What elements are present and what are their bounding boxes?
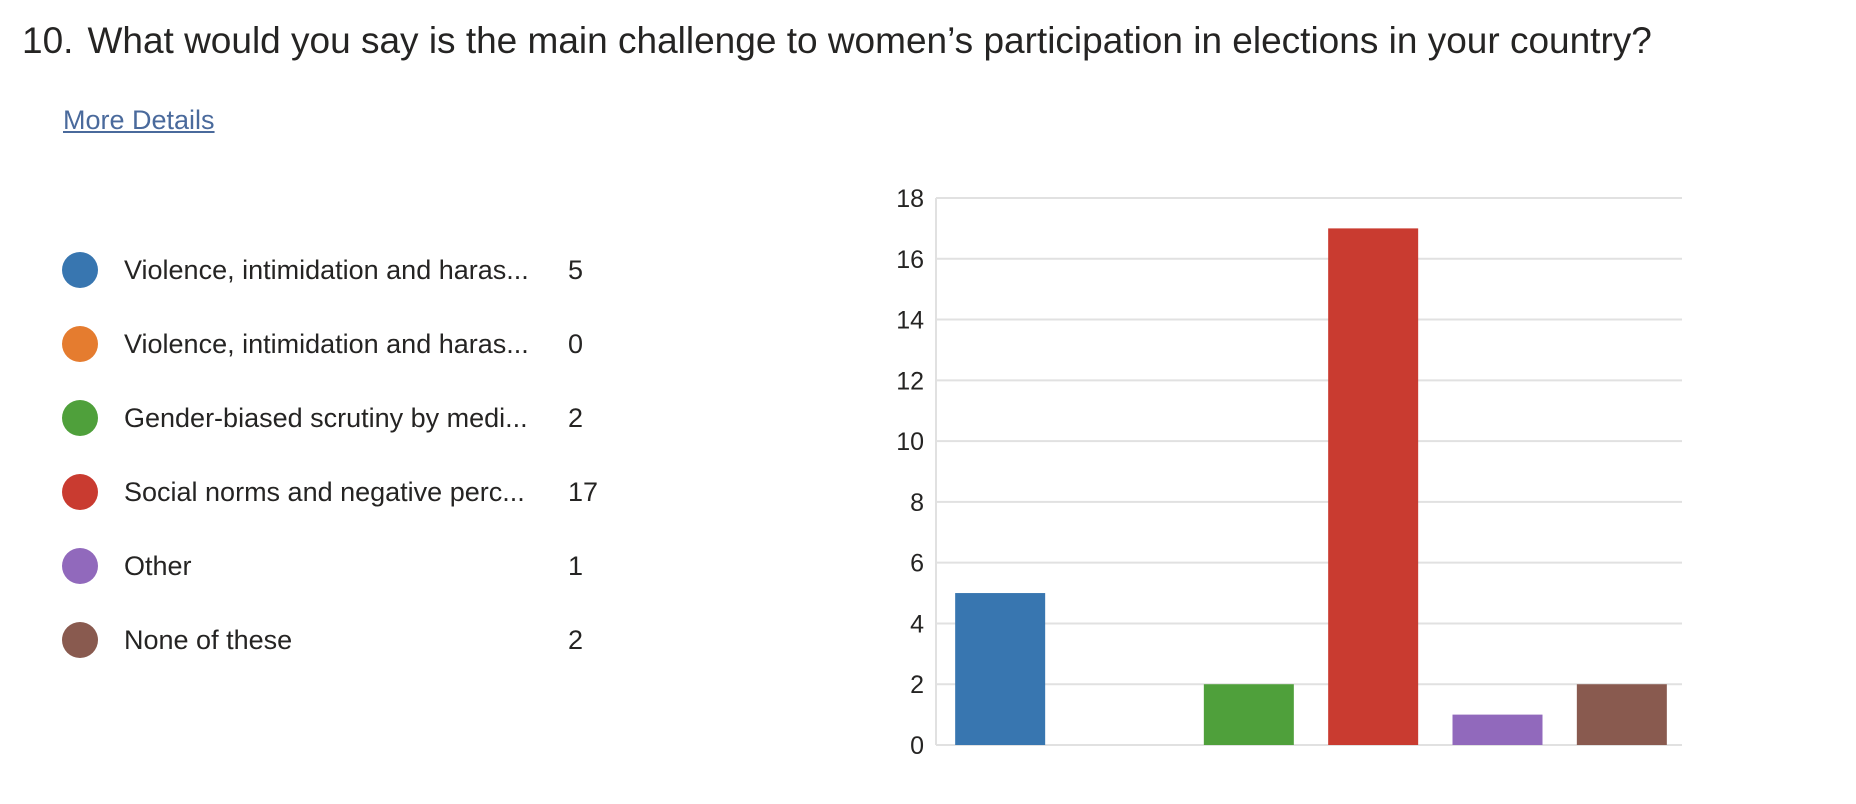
legend-item: Other 1: [62, 548, 622, 622]
legend-label: Other: [124, 551, 192, 581]
legend-item: None of these 2: [62, 622, 622, 696]
y-tick-label: 12: [896, 367, 924, 395]
legend-color-dot: [62, 548, 98, 584]
y-tick-label: 14: [896, 307, 924, 335]
legend-label: Violence, intimidation and haras...: [124, 329, 529, 359]
legend-color-dot: [62, 474, 98, 510]
legend-color-dot: [62, 326, 98, 362]
legend-count: 1: [568, 551, 584, 581]
bar[interactable]: [1203, 684, 1294, 745]
legend-item: Violence, intimidation and haras... 0: [62, 326, 622, 400]
legend-count: 2: [568, 625, 584, 655]
bar-chart: 0 2 4 6 8 10 12 14 16 18: [896, 185, 1682, 760]
legend-item: Social norms and negative perc... 17: [62, 474, 622, 548]
legend-label: Social norms and negative perc...: [124, 477, 525, 507]
y-tick-label: 4: [910, 610, 924, 638]
legend-count: 0: [568, 329, 584, 359]
question-number: 10.: [22, 20, 74, 61]
y-tick-label: 10: [896, 428, 924, 456]
y-tick-label: 0: [910, 732, 924, 760]
legend-label: None of these: [124, 625, 293, 655]
legend-count: 2: [568, 403, 584, 433]
y-tick-label: 8: [910, 489, 924, 517]
y-tick-label: 16: [896, 246, 924, 274]
more-details-link[interactable]: More Details: [63, 105, 215, 135]
legend-count: 17: [568, 477, 599, 507]
legend-color-dot: [62, 252, 98, 288]
chart-legend: Violence, intimidation and haras... 5 Vi…: [62, 252, 622, 696]
legend-label: Violence, intimidation and haras...: [124, 255, 529, 285]
bar[interactable]: [1452, 714, 1543, 745]
bar[interactable]: [955, 593, 1046, 745]
y-tick-label: 18: [896, 185, 924, 213]
question-text: What would you say is the main challenge…: [87, 20, 1652, 61]
bar[interactable]: [1576, 684, 1667, 745]
bar[interactable]: [1328, 228, 1419, 745]
legend-item: Violence, intimidation and haras... 5: [62, 252, 622, 326]
y-tick-label: 6: [910, 550, 924, 578]
legend-label: Gender-biased scrutiny by medi...: [124, 403, 528, 433]
y-tick-label: 2: [910, 671, 924, 699]
legend-item: Gender-biased scrutiny by medi... 2: [62, 400, 622, 474]
legend-color-dot: [62, 622, 98, 658]
question-title: 10. What would you say is the main challe…: [22, 14, 1652, 68]
legend-count: 5: [568, 255, 584, 285]
legend-color-dot: [62, 400, 98, 436]
